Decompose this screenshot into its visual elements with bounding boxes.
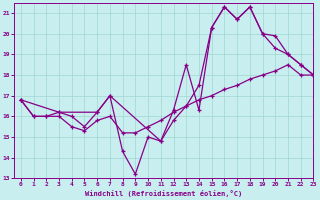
X-axis label: Windchill (Refroidissement éolien,°C): Windchill (Refroidissement éolien,°C) xyxy=(85,190,243,197)
